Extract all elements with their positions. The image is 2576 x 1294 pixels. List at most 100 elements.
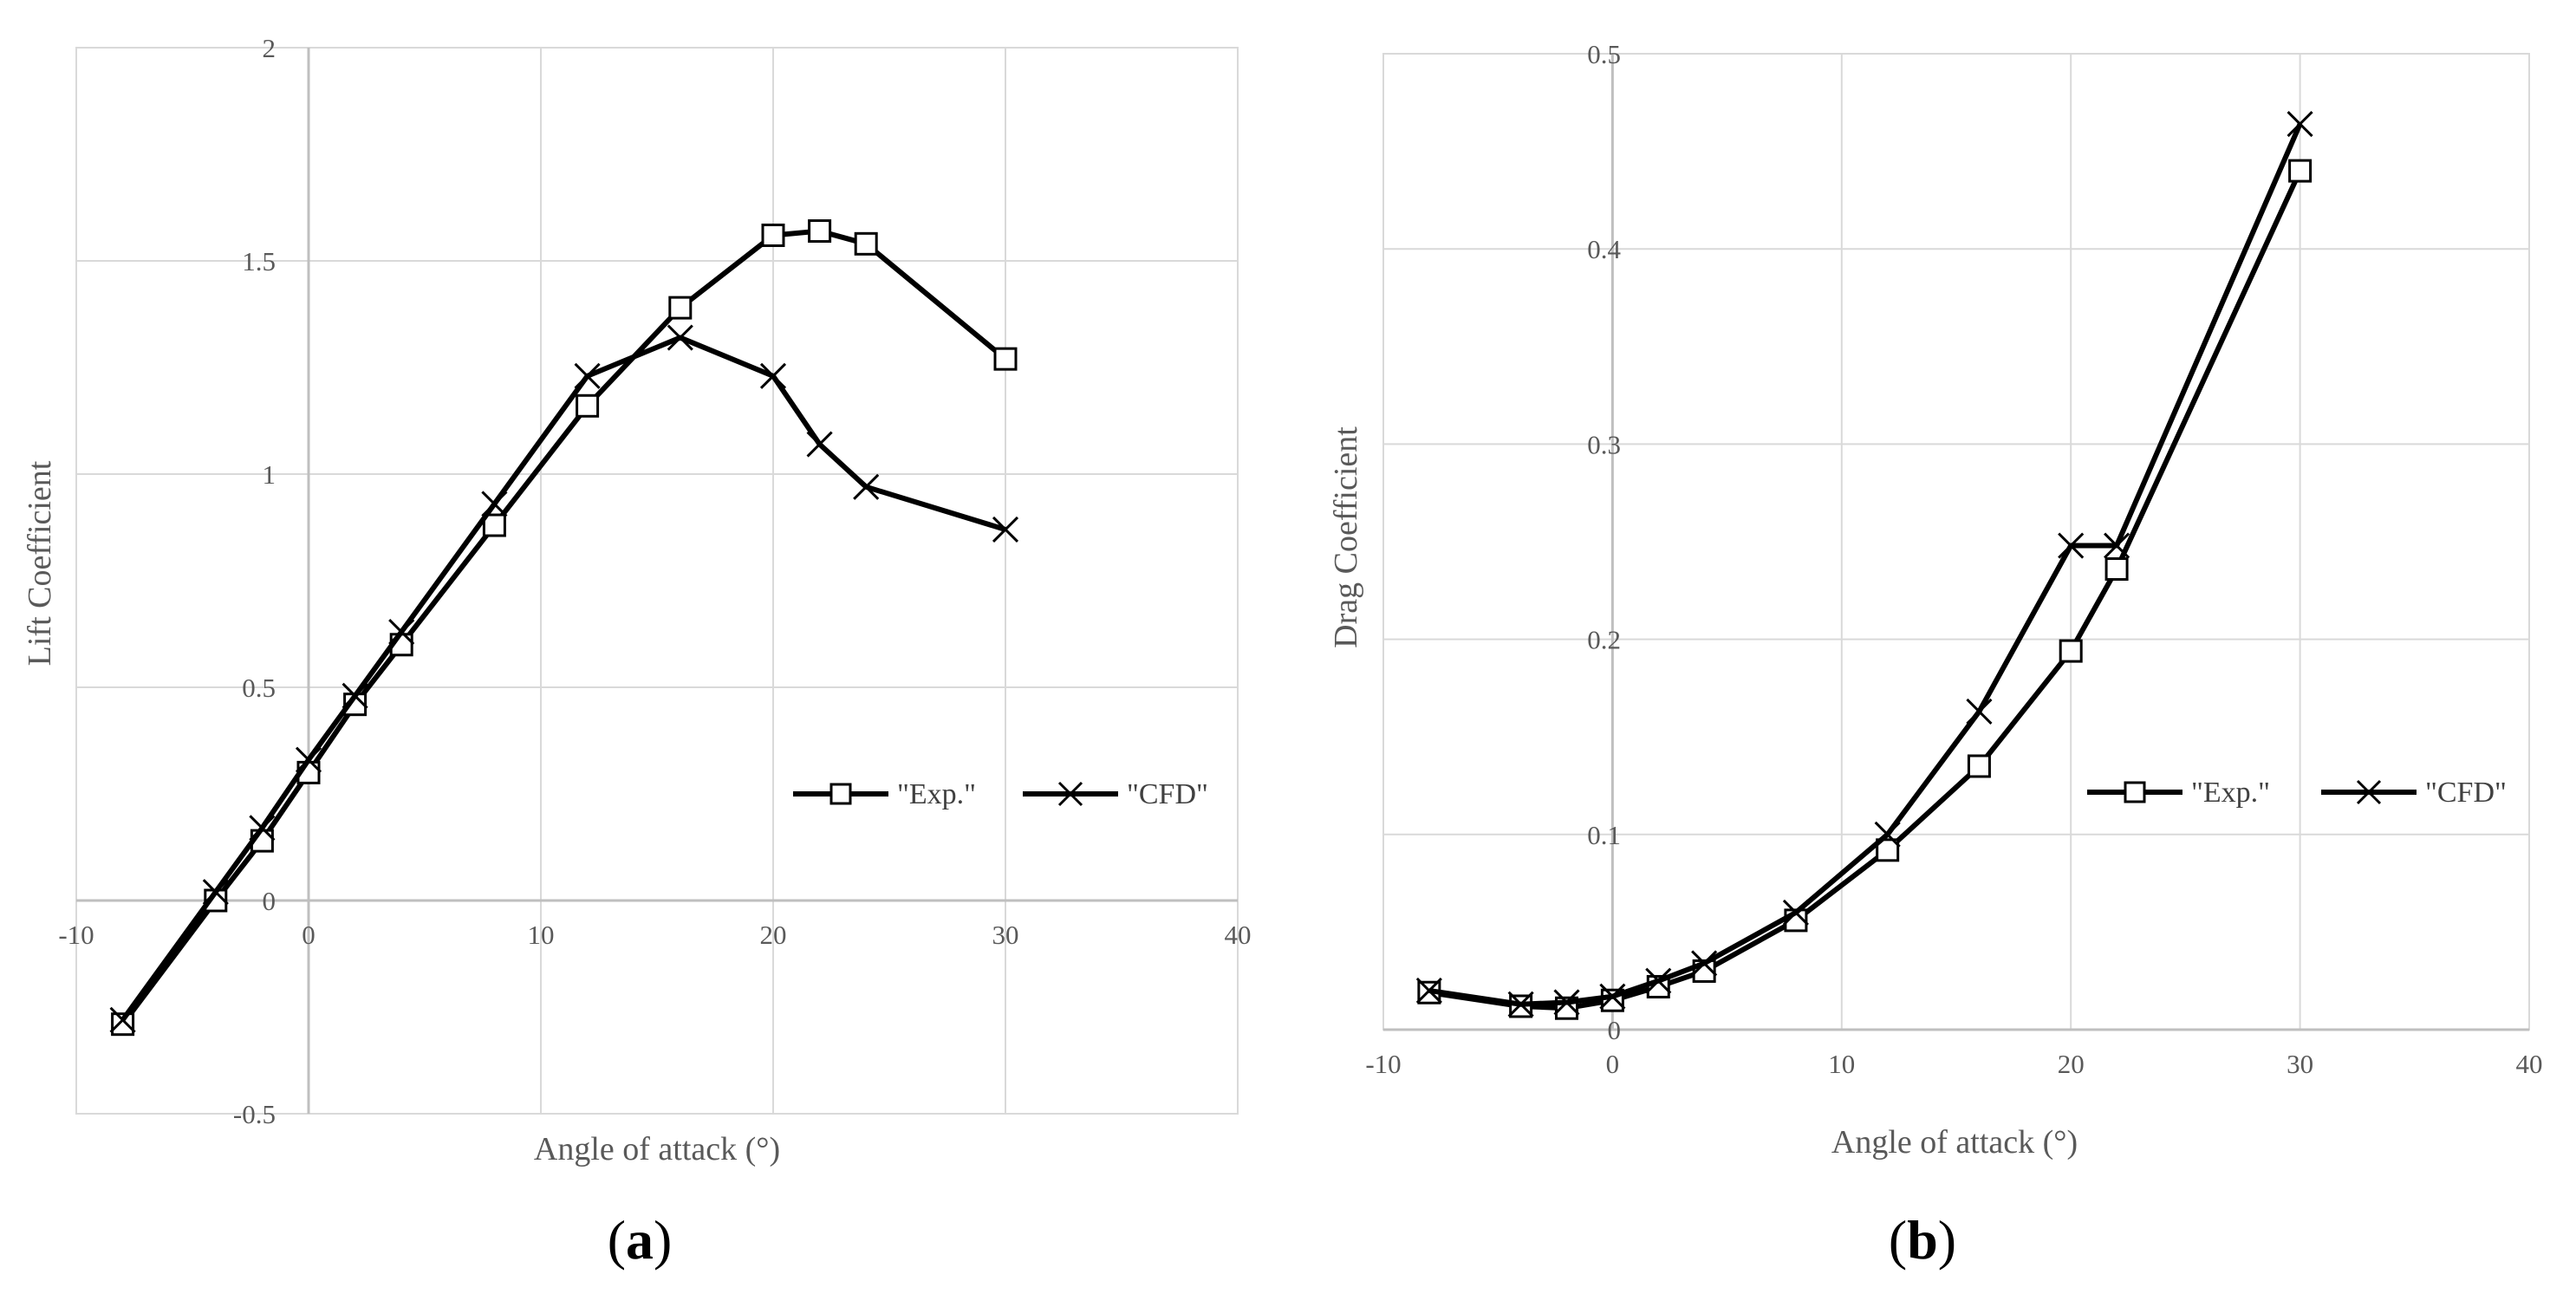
series-line <box>1428 169 2303 1011</box>
data-point-square <box>2104 557 2129 582</box>
data-point-x <box>806 431 833 458</box>
x-tick-label: 0 <box>1606 1049 1620 1079</box>
y-tick-label: -0.5 <box>233 1099 276 1129</box>
plot-frame <box>75 47 1239 1115</box>
x-tick-label: -10 <box>58 920 94 950</box>
data-point-square <box>2288 159 2313 183</box>
marker-stroke <box>1507 991 1534 1018</box>
data-point-x <box>1966 698 1993 725</box>
data-point-x <box>295 746 322 773</box>
marker-stroke <box>2356 779 2382 805</box>
data-point-square <box>761 223 785 247</box>
marker-stroke <box>667 324 693 351</box>
data-point-x <box>1782 899 1809 926</box>
data-point-x <box>249 815 276 842</box>
y-tick-label: 0.4 <box>1587 234 1621 264</box>
caption-paren: ( <box>608 1209 626 1271</box>
data-point-square <box>1967 754 1991 778</box>
caption-paren: ) <box>654 1209 672 1271</box>
gridlines <box>1382 53 2530 1031</box>
data-point-x <box>1645 967 1672 994</box>
legend-marker-square <box>829 783 852 805</box>
marker-stroke <box>202 879 229 906</box>
y-tick-label: 2 <box>263 33 276 63</box>
data-point-x <box>202 879 229 906</box>
data-point-x <box>992 516 1019 543</box>
data-point-square <box>2059 639 2083 663</box>
caption-paren: ) <box>1938 1209 1956 1271</box>
x-axis-title: Angle of attack (°) <box>534 1131 780 1167</box>
y-tick-label: 1.5 <box>242 246 276 276</box>
panel-caption: (b) <box>1889 1209 1956 1271</box>
marker-stroke <box>2058 532 2085 559</box>
marker-stroke <box>1691 950 1718 977</box>
marker-stroke <box>1645 967 1672 994</box>
marker-stroke <box>481 491 508 517</box>
data-point-square <box>482 513 506 537</box>
data-point-x <box>1691 950 1718 977</box>
marker-stroke <box>1782 899 1809 926</box>
marker-stroke <box>1057 781 1083 807</box>
series-cfd <box>109 324 1019 1033</box>
caption-letter: b <box>1907 1209 1938 1271</box>
data-point-square <box>111 1012 135 1037</box>
data-point-x <box>2287 111 2313 138</box>
data-point-square <box>808 219 832 244</box>
data-point-x <box>667 324 693 351</box>
data-point-x <box>1553 989 1580 1016</box>
x-tick-label: 30 <box>992 920 1019 950</box>
x-tick-label: 20 <box>760 920 787 950</box>
series-cfd <box>1415 111 2313 1018</box>
marker-stroke <box>853 473 880 500</box>
series-exp <box>111 219 1018 1037</box>
data-point-x <box>481 491 508 517</box>
legend: "Exp." "CFD" <box>2087 777 2507 809</box>
marker-stroke <box>388 618 415 646</box>
marker-stroke <box>574 362 601 389</box>
series-line <box>1428 122 2303 1007</box>
data-point-x <box>342 682 368 709</box>
data-point-x <box>1507 991 1534 1018</box>
x-tick-label: 0 <box>302 920 315 950</box>
data-point-x <box>2104 532 2130 559</box>
data-point-x <box>1599 983 1626 1010</box>
gridlines <box>75 47 1239 1115</box>
legend-label: "Exp." <box>897 778 976 810</box>
data-point-x <box>853 473 880 500</box>
x-axis-title: Angle of attack (°) <box>1831 1124 2078 1161</box>
marker-stroke <box>1599 983 1626 1010</box>
data-point-x <box>1874 821 1901 848</box>
series-line <box>120 228 1007 1026</box>
marker-stroke <box>2104 532 2130 559</box>
y-tick-label: 0.5 <box>1587 39 1621 69</box>
data-point-square <box>576 393 600 418</box>
legend-marker-square <box>2124 781 2146 803</box>
y-tick-label: 0 <box>1608 1015 1622 1045</box>
plot-frame <box>1382 53 2530 1031</box>
panel-a-lift-chart: -10 0 10 20 30 40 -0.5 0 0.5 1 1.5 2 Angle of attack… <box>22 33 1252 1271</box>
marker-stroke <box>992 516 1019 543</box>
x-tick-label: 10 <box>1828 1049 1855 1079</box>
x-tick-label: -10 <box>1365 1049 1401 1079</box>
legend-label: "Exp." <box>2191 777 2270 809</box>
y-tick-label: 1 <box>263 459 276 490</box>
legend: "Exp." "CFD" <box>793 778 1208 810</box>
marker-stroke <box>1874 821 1901 848</box>
data-point-square <box>668 296 693 320</box>
marker-stroke <box>1553 989 1580 1016</box>
data-point-square <box>993 347 1018 371</box>
marker-stroke <box>2287 111 2313 138</box>
y-tick-label: 0 <box>263 886 276 916</box>
legend-label: "CFD" <box>2425 777 2507 809</box>
data-point-x <box>759 362 787 389</box>
marker-stroke <box>295 746 322 773</box>
y-tick-label: 0.2 <box>1587 625 1621 655</box>
panel-caption: (a) <box>608 1209 673 1271</box>
y-axis-title: Lift Coefficient <box>22 460 58 666</box>
marker-stroke <box>109 1006 136 1033</box>
marker-stroke <box>1966 698 1993 725</box>
y-tick-label: 0.5 <box>242 673 276 703</box>
marker-stroke <box>1415 977 1442 1005</box>
data-point-x <box>2058 532 2085 559</box>
